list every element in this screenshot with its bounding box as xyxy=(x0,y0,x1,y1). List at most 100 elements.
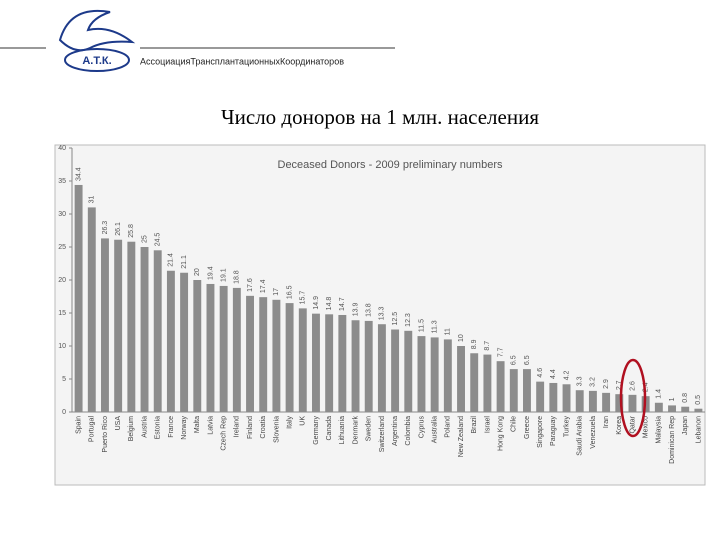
bar xyxy=(509,369,518,412)
bar xyxy=(232,287,241,412)
bar xyxy=(483,354,492,412)
x-tick-label: Mexico xyxy=(643,416,650,438)
value-label: 2.4 xyxy=(643,382,650,392)
x-tick-label: Austria xyxy=(141,416,148,438)
value-label: 4.2 xyxy=(563,370,570,380)
value-label: 21.4 xyxy=(168,253,175,267)
x-tick-label: Korea xyxy=(616,416,623,435)
value-label: 0.5 xyxy=(695,395,702,405)
value-label: 13.3 xyxy=(379,306,386,320)
x-tick-label: Lithuania xyxy=(339,416,346,445)
value-label: 8.7 xyxy=(484,341,491,351)
value-label: 14.9 xyxy=(313,296,320,310)
x-tick-label: Latvia xyxy=(207,416,214,435)
value-label: 20 xyxy=(194,268,201,276)
highlight-ellipse xyxy=(619,358,647,438)
bar xyxy=(391,329,400,412)
logo xyxy=(58,9,136,72)
y-tick-label: 0 xyxy=(62,409,66,416)
bar xyxy=(259,297,268,412)
value-label: 18.8 xyxy=(234,270,241,284)
value-label: 14.7 xyxy=(339,297,346,311)
x-tick-label: Switzerland xyxy=(379,416,386,452)
x-tick-label: UK xyxy=(300,416,307,426)
value-label: 24.5 xyxy=(155,233,162,247)
value-label: 4.6 xyxy=(537,368,544,378)
bar xyxy=(153,250,162,412)
bar xyxy=(377,324,386,412)
value-label: 7.7 xyxy=(497,347,504,357)
x-tick-label: Norway xyxy=(181,416,188,440)
bar xyxy=(140,247,149,412)
value-label: 2.7 xyxy=(616,380,623,390)
value-label: 8.9 xyxy=(471,339,478,349)
x-tick-label: Australia xyxy=(432,416,439,443)
bar xyxy=(298,308,307,412)
value-label: 19.1 xyxy=(221,268,228,282)
x-tick-label: Venezuela xyxy=(590,416,597,449)
bar xyxy=(114,239,123,412)
value-label: 14.8 xyxy=(326,297,333,311)
value-label: 15.7 xyxy=(300,291,307,305)
value-label: 12.5 xyxy=(392,312,399,326)
value-label: 2.6 xyxy=(629,381,636,391)
bar xyxy=(74,184,83,412)
value-label: 17 xyxy=(273,288,280,296)
x-tick-label: Paraguay xyxy=(550,416,557,446)
bar xyxy=(351,320,360,412)
x-tick-label: France xyxy=(168,416,175,438)
bar xyxy=(127,241,136,412)
value-label: 13.9 xyxy=(352,303,359,317)
x-tick-label: Slovenia xyxy=(273,416,280,443)
x-tick-label: Dominican Rep xyxy=(669,416,676,464)
y-tick-label: 30 xyxy=(58,211,66,218)
bar xyxy=(668,405,676,412)
bar xyxy=(694,408,703,412)
x-tick-label: Cyprus xyxy=(418,416,425,439)
bar xyxy=(628,394,637,412)
bar xyxy=(443,339,452,412)
y-tick-label: 15 xyxy=(58,310,66,317)
x-tick-label: New Zealand xyxy=(458,416,465,457)
x-tick-label: Iran xyxy=(603,416,610,428)
value-label: 1 xyxy=(669,397,676,401)
x-tick-label: Colombia xyxy=(405,416,412,446)
value-label: 3.3 xyxy=(577,376,584,386)
bar xyxy=(536,381,545,412)
x-tick-label: Denmark xyxy=(352,416,359,445)
value-label: 11.5 xyxy=(418,319,425,332)
bar xyxy=(285,303,294,412)
bar xyxy=(193,280,202,412)
y-tick-label: 20 xyxy=(58,277,66,284)
x-tick-label: USA xyxy=(115,416,122,431)
x-tick-label: Belgium xyxy=(128,416,135,441)
x-tick-label: Ireland xyxy=(234,416,241,438)
y-tick-label: 10 xyxy=(58,343,66,350)
bar xyxy=(338,314,347,412)
value-label: 10 xyxy=(458,334,465,342)
bar xyxy=(325,314,334,412)
x-tick-label: Israel xyxy=(484,416,491,434)
x-tick-label: Canada xyxy=(326,416,333,441)
x-tick-label: Croatia xyxy=(260,416,267,439)
bar xyxy=(496,361,505,412)
y-tick-label: 40 xyxy=(58,145,66,152)
value-label: 17.6 xyxy=(247,278,254,292)
value-label: 1.4 xyxy=(656,389,663,399)
bar xyxy=(549,382,558,412)
bar xyxy=(417,336,426,412)
x-tick-label: Saudi Arabia xyxy=(577,416,584,456)
bar xyxy=(219,285,228,412)
slide-title: Число доноров на 1 млн. населения xyxy=(221,105,539,129)
x-tick-label: Poland xyxy=(445,416,452,438)
x-tick-label: Lebanon xyxy=(695,416,702,443)
x-tick-label: Brazil xyxy=(471,416,478,434)
x-tick-label: Czech Rep xyxy=(221,416,228,451)
bar xyxy=(562,384,571,412)
plot: 0 5 10 15 20 25 30 35 40 34.4 Spain 31 Portugal 26.3 P… xyxy=(58,145,705,464)
value-label: 12.3 xyxy=(405,313,412,327)
x-tick-label: Qatar xyxy=(629,415,636,433)
x-tick-label: Spain xyxy=(75,416,82,434)
bar xyxy=(588,390,597,412)
